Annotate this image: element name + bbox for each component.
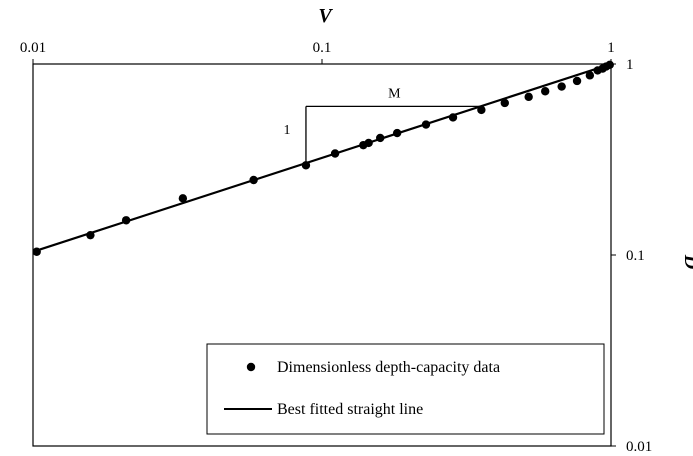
data-point — [541, 87, 550, 96]
x-ticks: 0.01 0.1 1 — [20, 40, 615, 64]
fit-line-group — [35, 62, 612, 252]
data-point — [301, 161, 311, 170]
y-ticks: 1 0.1 0.01 — [611, 57, 652, 455]
slope-triangle: M1 — [283, 86, 483, 166]
data-point — [392, 128, 402, 138]
data-point — [121, 216, 131, 225]
data-point — [524, 92, 533, 102]
data-point — [500, 98, 509, 108]
data-point — [448, 113, 458, 122]
data-points — [32, 60, 614, 256]
x-tick-label: 1 — [607, 40, 615, 56]
y-tick-label: 1 — [626, 57, 634, 73]
x-tick-label: 0.1 — [313, 40, 332, 56]
slope-run-label: M — [388, 86, 401, 101]
legend-label-line: Best fitted straight line — [277, 401, 423, 418]
data-point — [178, 194, 188, 203]
data-point — [572, 76, 582, 86]
y-tick-label: 0.1 — [626, 248, 645, 264]
legend: Dimensionless depth-capacity data Best f… — [206, 343, 605, 435]
fit-line — [35, 62, 612, 252]
data-point — [86, 230, 95, 240]
slope-rise-label: 1 — [283, 123, 290, 138]
legend-label-data: Dimensionless depth-capacity data — [277, 359, 500, 376]
legend-marker-dot — [246, 362, 256, 372]
data-point — [477, 105, 486, 115]
data-point — [364, 138, 373, 148]
x-axis-label: V — [318, 5, 333, 27]
y-tick-label: 0.01 — [626, 439, 652, 455]
data-point — [249, 175, 258, 185]
x-tick-label: 0.01 — [20, 40, 46, 56]
data-point — [32, 247, 41, 256]
data-point — [376, 133, 385, 143]
data-point — [330, 149, 340, 158]
legend-box — [206, 343, 605, 435]
y-axis-label: D — [680, 254, 693, 269]
data-point — [605, 60, 614, 70]
data-point — [585, 71, 595, 80]
data-point — [421, 120, 431, 129]
data-point — [557, 82, 566, 91]
